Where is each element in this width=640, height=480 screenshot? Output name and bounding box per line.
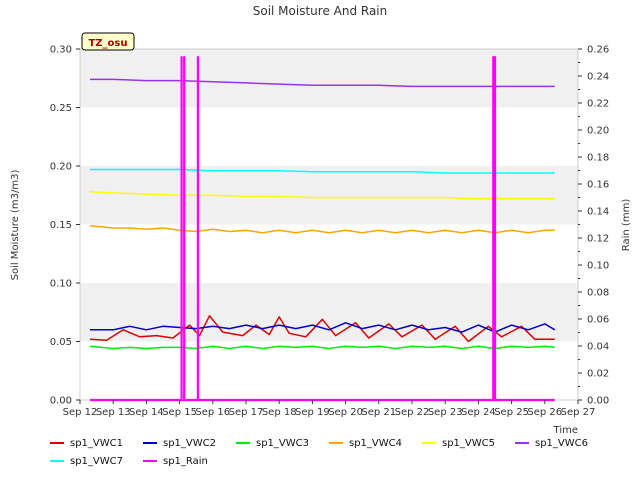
x-tick-label: Sep 21 (361, 407, 396, 418)
legend-label: sp1_VWC3 (256, 437, 309, 449)
series-layer (89, 55, 556, 402)
y-tick-label: 0.00 (50, 396, 72, 407)
grid-band-2 (80, 49, 578, 108)
y2-tick-label: 0.08 (587, 288, 609, 299)
y-axis-label: Soil Moisture (m3/m3) (10, 170, 21, 281)
y-tick-label: 0.10 (50, 279, 72, 290)
y-tick-label: 0.25 (50, 103, 72, 114)
x-tick-label: Sep 25 (494, 407, 529, 418)
legend-label: sp1_VWC2 (163, 437, 216, 449)
y2-tick-label: 0.18 (587, 153, 609, 164)
x-tick-label: Sep 26 (527, 407, 562, 418)
x-tick-label: Sep 22 (395, 407, 430, 418)
y2-tick-label: 0.00 (587, 396, 609, 407)
legend-swatch (422, 442, 436, 444)
y2-tick-label: 0.24 (587, 72, 609, 83)
legend-label: sp1_VWC4 (349, 437, 402, 449)
y2-tick-label: 0.14 (587, 207, 609, 218)
y2-tick-label: 0.06 (587, 315, 609, 326)
legend-item-sp1_VWC4: sp1_VWC4 (329, 436, 402, 450)
x-tick-label: Sep 27 (561, 407, 596, 418)
chart-title: Soil Moisture And Rain (253, 4, 388, 18)
legend-swatch (50, 460, 64, 462)
y-tick-label: 0.20 (50, 162, 72, 173)
y-axis-left: 0.00 0.05 0.10 0.15 0.20 0.25 0.30 (50, 45, 80, 407)
x-tick-label: Sep 14 (129, 407, 164, 418)
legend-swatch (143, 460, 157, 462)
legend-swatch (236, 442, 250, 444)
legend-item-sp1_VWC5: sp1_VWC5 (422, 436, 495, 450)
legend-item-sp1_VWC7: sp1_VWC7 (50, 454, 123, 468)
legend-item-sp1_VWC2: sp1_VWC2 (143, 436, 216, 450)
x-tick-label: Sep 23 (428, 407, 463, 418)
x-axis-label: Time (553, 425, 578, 436)
site-badge: TZ_osu (81, 32, 135, 51)
y2-tick-label: 0.02 (587, 369, 609, 380)
legend-label: sp1_VWC5 (442, 437, 495, 449)
y2-tick-label: 0.12 (587, 234, 609, 245)
y-axis-right: 0.00 0.02 0.04 0.06 0.08 0.10 0.12 0.14 0.16 0.18… (578, 45, 609, 407)
grid-band-1 (80, 166, 578, 225)
x-tick-label: Sep 19 (295, 407, 330, 418)
y2-tick-label: 0.20 (587, 126, 609, 137)
series-line-sp1_VWC2 (90, 322, 556, 333)
legend-item-sp1_VWC3: sp1_VWC3 (236, 436, 309, 450)
series-line-sp1_VWC3 (89, 345, 555, 350)
x-tick-label: Sep 18 (262, 407, 297, 418)
x-tick-label: Sep 17 (229, 407, 264, 418)
legend-swatch (143, 442, 157, 444)
legend-label: sp1_VWC1 (70, 437, 123, 449)
legend-swatch (50, 442, 64, 444)
site-label: TZ_osu (88, 38, 127, 49)
y2-tick-label: 0.10 (587, 261, 609, 272)
series-line-sp1_Rain (90, 55, 555, 402)
legend-item-sp1_VWC1: sp1_VWC1 (50, 436, 123, 450)
series-line-sp1_VWC1 (89, 315, 555, 343)
y-tick-label: 0.15 (50, 220, 72, 231)
background-bands (80, 49, 578, 342)
y-tick-label: 0.30 (50, 45, 72, 56)
legend-label: sp1_Rain (163, 455, 208, 467)
y2-tick-label: 0.26 (587, 45, 609, 56)
series-line-sp1_VWC4 (89, 224, 555, 234)
y2-tick-label: 0.22 (587, 99, 609, 110)
y2-axis-label: Rain (mm) (621, 199, 632, 252)
y2-tick-label: 0.04 (587, 342, 609, 353)
x-tick-label: Sep 15 (162, 407, 197, 418)
legend-swatch (329, 442, 343, 444)
y2-tick-label: 0.16 (587, 180, 609, 191)
y-tick-label: 0.05 (50, 337, 72, 348)
x-tick-label: Sep 24 (461, 407, 496, 418)
legend-label: sp1_VWC6 (535, 437, 588, 449)
legend-label: sp1_VWC7 (70, 455, 123, 467)
x-tick-label: Sep 16 (195, 407, 230, 418)
x-tick-label: Sep 13 (96, 407, 131, 418)
grid-band-0 (80, 283, 578, 342)
x-tick-label: Sep 12 (63, 407, 98, 418)
legend-item-sp1_Rain: sp1_Rain (143, 454, 208, 468)
x-tick-label: Sep 20 (328, 407, 363, 418)
legend-item-sp1_VWC6: sp1_VWC6 (515, 436, 588, 450)
legend-swatch (515, 442, 529, 444)
